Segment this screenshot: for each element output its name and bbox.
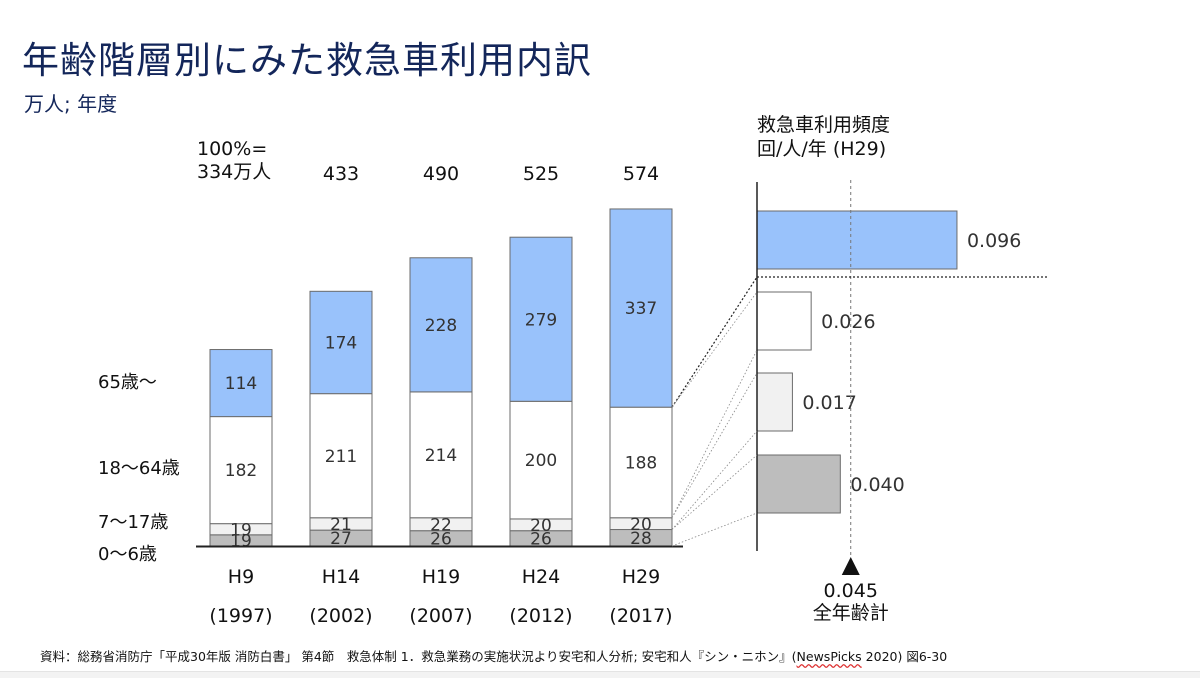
total-label-H24: 525 [523, 163, 559, 185]
data-label-H24-7〜17歳: 20 [530, 516, 552, 536]
frequency-value-0〜6歳: 0.040 [850, 474, 904, 496]
bar-segment-H19-18〜64歳 [409, 391, 473, 519]
total-label-H19: 490 [423, 163, 459, 185]
connector-line-child-top [671, 454, 758, 530]
page-subtitle: 万人; 年度 [24, 92, 118, 116]
bar-segment-H19-65歳〜 [409, 257, 473, 393]
bar-segment-H9-18〜64歳 [209, 416, 273, 525]
connector-line-youth-bottom [671, 430, 758, 530]
total-label-line1-H9: 100%= [197, 138, 267, 160]
x-tick-year-H29: (2017) [609, 605, 672, 627]
data-label-H29-7〜17歳: 20 [630, 515, 652, 535]
data-label-H24-65歳〜: 279 [525, 310, 557, 330]
frequency-value-7〜17歳: 0.017 [802, 392, 856, 414]
source-footnote: 資料：総務省消防庁「平成30年版 消防白書」 第4節 救急体制 1．救急業務の実… [40, 646, 947, 665]
x-tick-year-H19: (2007) [409, 605, 472, 627]
data-label-H29-18〜64歳: 188 [625, 454, 657, 474]
chart-area: 1919182114100%=334万人H9(1997)272121117443… [98, 138, 1047, 627]
x-tick-label-H9: H9 [228, 566, 254, 588]
bar-segment-H14-18〜64歳 [309, 393, 373, 519]
page-title: 年齢階層別にみた救急車利用内訳 [22, 39, 592, 82]
legend-label-7〜17歳: 7〜17歳 [98, 512, 168, 533]
data-label-H19-65歳〜: 228 [425, 316, 457, 336]
footnote-publisher: NewsPicks [796, 649, 862, 664]
data-label-H9-7〜17歳: 19 [230, 520, 252, 540]
total-label-line2-H9: 334万人 [197, 161, 271, 183]
data-label-H9-65歳〜: 114 [225, 374, 257, 394]
legend-label-0〜6歳: 0〜6歳 [98, 544, 157, 565]
footnote-main: 資料：総務省消防庁「平成30年版 消防白書」 第4節 救急体制 1．救急業務の実… [40, 649, 797, 664]
x-tick-year-H14: (2002) [309, 605, 372, 627]
connector-line-adult-top [671, 291, 758, 408]
data-label-H29-65歳〜: 337 [625, 299, 657, 319]
reference-marker [841, 557, 860, 575]
x-tick-label-H29: H29 [622, 566, 660, 588]
connector-line-senior [671, 276, 758, 408]
data-label-H14-18〜64歳: 211 [325, 447, 357, 467]
bar-segment-H9-65歳〜 [209, 349, 273, 418]
bar-segment-H14-65歳〜 [309, 290, 373, 395]
data-label-H24-18〜64歳: 200 [525, 451, 557, 471]
x-tick-label-H14: H14 [322, 566, 360, 588]
frequency-bar-0〜6歳 [756, 454, 841, 514]
connector-line-child-bottom [671, 512, 758, 547]
frequency-bar-65歳〜 [756, 210, 958, 270]
legend-label-18〜64歳: 18〜64歳 [98, 458, 180, 479]
frequency-value-18〜64歳: 0.026 [821, 311, 875, 333]
connector-line-youth-top [671, 372, 758, 518]
bar-segment-H24-65歳〜 [509, 236, 573, 402]
data-label-H14-7〜17歳: 21 [330, 515, 352, 535]
x-tick-label-H19: H19 [422, 566, 460, 588]
data-label-H24-0〜6歳: 26 [530, 529, 552, 549]
frequency-bar-7〜17歳 [756, 372, 793, 432]
data-label-H14-0〜6歳: 27 [330, 529, 352, 549]
reference-caption: 全年齢計 [813, 602, 889, 624]
x-tick-label-H24: H24 [522, 566, 560, 588]
frequency-bar-18〜64歳 [756, 291, 812, 351]
bottom-divider [0, 671, 1200, 678]
reference-value: 0.045 [824, 580, 878, 602]
bar-segment-H29-18〜64歳 [609, 406, 673, 519]
data-label-H19-0〜6歳: 26 [430, 529, 452, 549]
frequency-unit: 回/人/年 (H29) [757, 138, 887, 160]
x-tick-year-H24: (2012) [509, 605, 572, 627]
total-label-H29: 574 [623, 163, 659, 185]
data-label-H19-7〜17歳: 22 [430, 515, 452, 535]
data-label-H14-65歳〜: 174 [325, 334, 357, 354]
data-label-H29-0〜6歳: 28 [630, 529, 652, 549]
x-tick-year-H9: (1997) [209, 605, 272, 627]
frequency-title: 救急車利用頻度 [757, 114, 891, 136]
footnote-tail: 2020) 図6-30 [861, 649, 948, 664]
frequency-value-65歳〜: 0.096 [967, 230, 1021, 252]
bar-segment-H29-65歳〜 [609, 208, 673, 408]
legend-label-65歳〜: 65歳〜 [98, 372, 157, 393]
data-label-H9-18〜64歳: 182 [225, 461, 257, 481]
total-label-H14: 433 [323, 163, 359, 185]
data-label-H19-18〜64歳: 214 [425, 446, 457, 466]
